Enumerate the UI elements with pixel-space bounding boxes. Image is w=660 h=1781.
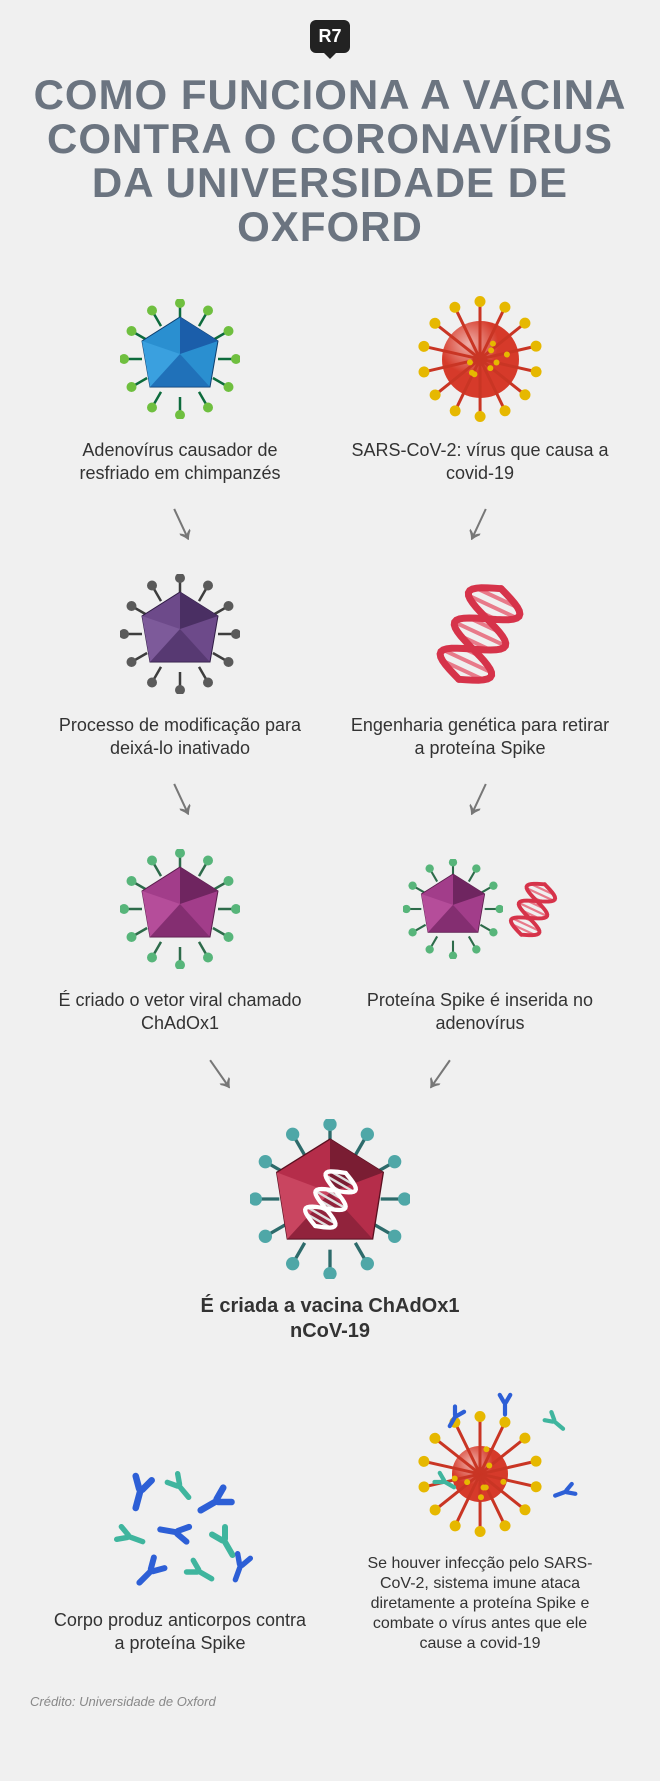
adeno-magenta-dna-icon [403, 839, 558, 979]
adeno-purple-icon [120, 564, 240, 704]
row-merge: É criada a vacina ChAdOx1 nCoV-19 [30, 1114, 630, 1344]
adeno-magenta-icon [120, 839, 240, 979]
arrow-icon: ↓ [189, 1038, 247, 1106]
caption-dna: Engenharia genética para retirar a prote… [350, 714, 610, 759]
corona-antibodies-icon [440, 1404, 520, 1544]
antibodies-icon [105, 1459, 255, 1599]
arrows-1: ↓ ↓ [30, 494, 630, 549]
caption-adeno-purple: Processo de modificação para deixá-lo in… [50, 714, 310, 759]
arrows-converge: ↓ ↓ [30, 1044, 630, 1099]
col-corona-anti: Se houver infecção pelo SARS-CoV-2, sist… [345, 1404, 615, 1654]
corona-red-icon [425, 289, 535, 429]
r7-logo: R7 [310, 20, 349, 53]
caption-adeno-magenta: É criado o vetor viral chamado ChAdOx1 [50, 989, 310, 1034]
col-vaccine: É criada a vacina ChAdOx1 nCoV-19 [30, 1114, 630, 1344]
row-3: É criado o vetor viral chamado ChAdOx1 [30, 839, 630, 1034]
arrow-icon: ↓ [455, 762, 505, 832]
arrow-icon: ↓ [413, 1038, 471, 1106]
arrow-icon: ↓ [155, 762, 205, 832]
caption-vaccine: É criada a vacina ChAdOx1 nCoV-19 [200, 1294, 460, 1344]
col-corona: SARS-CoV-2: vírus que causa a covid-19 [345, 289, 615, 484]
adeno-blue-icon [120, 289, 240, 429]
infographic-container: R7 COMO FUNCIONA A VACINA CONTRA O CORON… [0, 0, 660, 1749]
arrow-icon: ↓ [455, 487, 505, 557]
col-adeno-dna: Proteína Spike é inserida no adenovírus [345, 839, 615, 1034]
logo-wrap: R7 [30, 20, 630, 53]
dna-red-icon [435, 564, 525, 704]
credit-line: Crédito: Universidade de Oxford [30, 1694, 630, 1709]
col-adeno-blue: Adenovírus causador de resfriado em chim… [45, 289, 315, 484]
col-dna: Engenharia genética para retirar a prote… [345, 564, 615, 759]
caption-antibodies: Corpo produz anticorpos contra a proteín… [50, 1609, 310, 1654]
caption-corona-anti: Se houver infecção pelo SARS-CoV-2, sist… [350, 1554, 610, 1654]
col-adeno-magenta: É criado o vetor viral chamado ChAdOx1 [45, 839, 315, 1034]
main-title: COMO FUNCIONA A VACINA CONTRA O CORONAVÍ… [30, 73, 630, 249]
row-1: Adenovírus causador de resfriado em chim… [30, 289, 630, 484]
caption-adeno-blue: Adenovírus causador de resfriado em chim… [50, 439, 310, 484]
col-antibodies: Corpo produz anticorpos contra a proteín… [45, 1459, 315, 1654]
row-bottom: Corpo produz anticorpos contra a proteín… [30, 1404, 630, 1654]
vaccine-icon [250, 1114, 410, 1284]
row-2: Processo de modificação para deixá-lo in… [30, 564, 630, 759]
arrow-icon: ↓ [155, 487, 205, 557]
caption-corona: SARS-CoV-2: vírus que causa a covid-19 [350, 439, 610, 484]
arrows-2: ↓ ↓ [30, 769, 630, 824]
caption-adeno-dna: Proteína Spike é inserida no adenovírus [350, 989, 610, 1034]
col-adeno-purple: Processo de modificação para deixá-lo in… [45, 564, 315, 759]
